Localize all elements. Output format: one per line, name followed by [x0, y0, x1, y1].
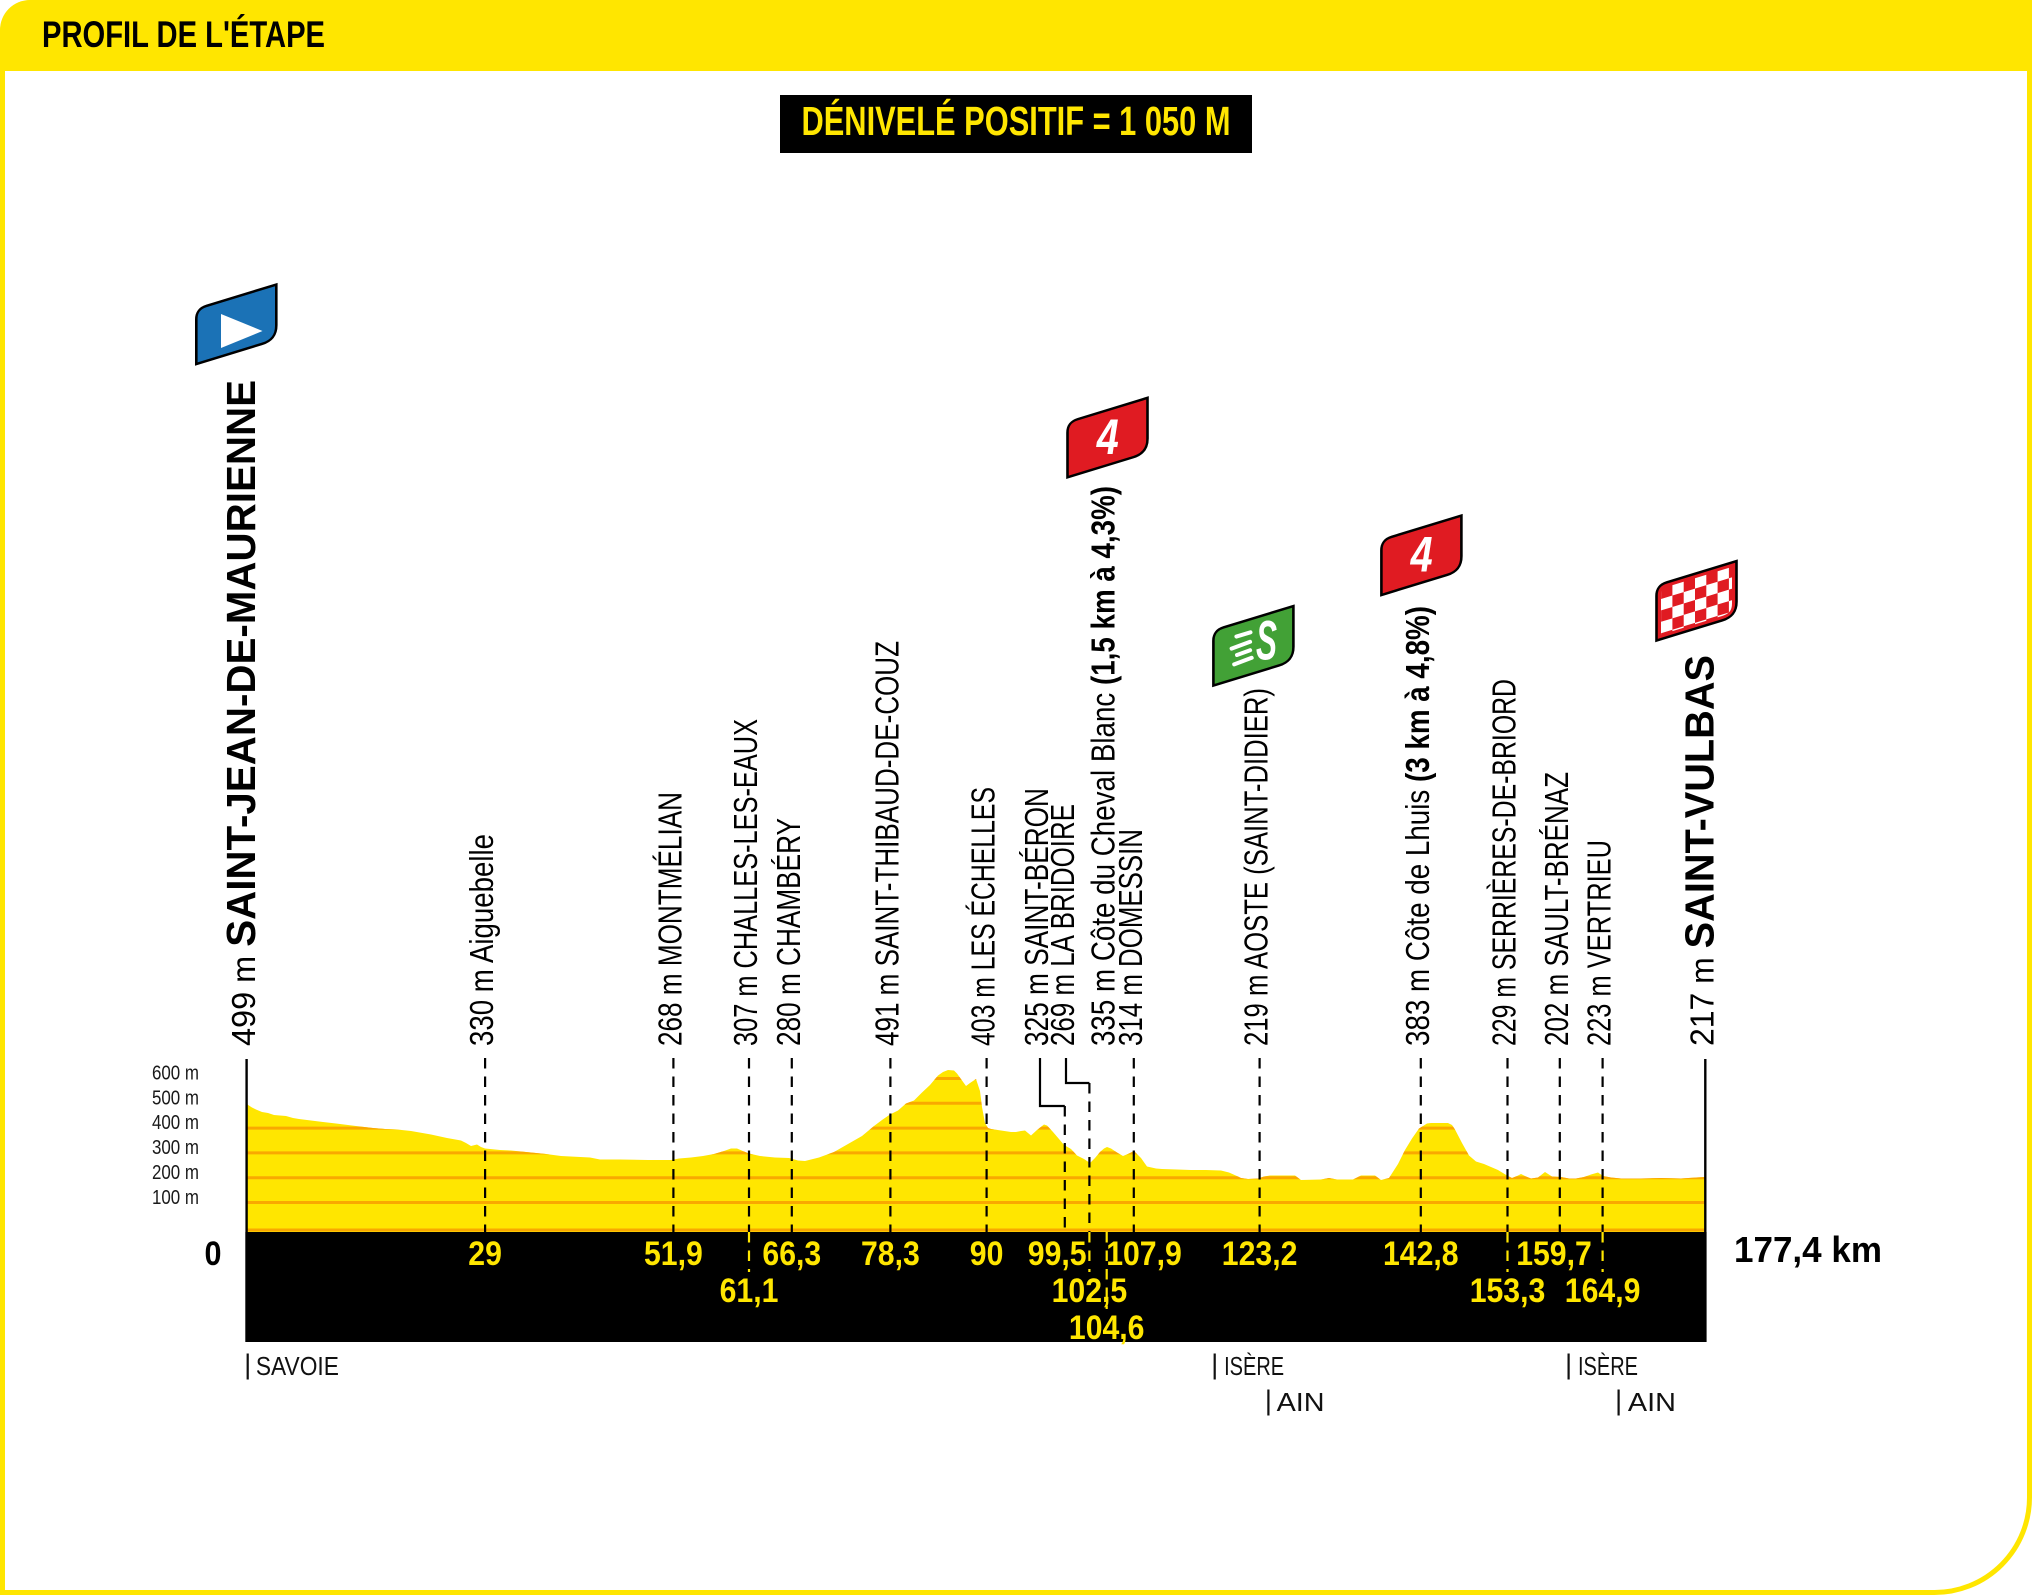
svg-text:123,2: 123,2	[1222, 1235, 1298, 1273]
svg-text:4: 4	[1410, 527, 1433, 583]
svg-text:500 m: 500 m	[152, 1086, 199, 1109]
svg-text:142,8: 142,8	[1383, 1235, 1459, 1273]
svg-text:164,9: 164,9	[1565, 1272, 1641, 1310]
svg-text:ISÈRE: ISÈRE	[1224, 1351, 1284, 1381]
svg-text:102,5: 102,5	[1052, 1272, 1128, 1310]
svg-text:90: 90	[970, 1235, 1004, 1273]
svg-text:229 m SERRIÈRES-DE-BRIORD: 229 m SERRIÈRES-DE-BRIORD	[1486, 679, 1523, 1046]
svg-text:100 m: 100 m	[152, 1186, 199, 1209]
svg-text:217 m SAINT-VULBAS: 217 m SAINT-VULBAS	[1677, 655, 1723, 1046]
svg-text:PROFIL DE L'ÉTAPE: PROFIL DE L'ÉTAPE	[42, 14, 325, 55]
svg-text:29: 29	[468, 1235, 502, 1273]
svg-text:SAVOIE: SAVOIE	[256, 1351, 339, 1381]
svg-text:159,7: 159,7	[1516, 1235, 1592, 1273]
svg-text:400 m: 400 m	[152, 1111, 199, 1134]
svg-text:202 m SAULT-BRÉNAZ: 202 m SAULT-BRÉNAZ	[1538, 772, 1575, 1046]
svg-text:153,3: 153,3	[1470, 1272, 1546, 1310]
svg-text:307 m CHALLES-LES-EAUX: 307 m CHALLES-LES-EAUX	[727, 719, 764, 1046]
svg-text:104,6: 104,6	[1069, 1309, 1145, 1347]
svg-text:314 m DOMESSIN: 314 m DOMESSIN	[1112, 829, 1149, 1046]
svg-text:330 m Aiguebelle: 330 m Aiguebelle	[463, 834, 500, 1046]
svg-text:66,3: 66,3	[762, 1235, 821, 1273]
svg-text:403 m LES ÉCHELLES: 403 m LES ÉCHELLES	[965, 787, 1002, 1046]
svg-text:61,1: 61,1	[720, 1272, 779, 1310]
svg-text:99,5: 99,5	[1028, 1235, 1087, 1273]
svg-text:DÉNIVELÉ POSITIF = 1 050 M: DÉNIVELÉ POSITIF = 1 050 M	[802, 98, 1231, 144]
svg-text:300 m: 300 m	[152, 1136, 199, 1159]
svg-text:107,9: 107,9	[1106, 1235, 1182, 1273]
svg-text:4: 4	[1096, 409, 1119, 465]
svg-text:S: S	[1256, 609, 1277, 672]
svg-text:200 m: 200 m	[152, 1161, 199, 1184]
svg-text:491 m SAINT-THIBAUD-DE-COUZ: 491 m SAINT-THIBAUD-DE-COUZ	[868, 641, 905, 1046]
svg-text:78,3: 78,3	[861, 1235, 920, 1273]
svg-text:499 m SAINT-JEAN-DE-MAURIENNE: 499 m SAINT-JEAN-DE-MAURIENNE	[218, 380, 264, 1046]
svg-text:280 m CHAMBÉRY: 280 m CHAMBÉRY	[770, 818, 807, 1046]
svg-text:AIN: AIN	[1628, 1387, 1676, 1417]
svg-text:219 m AOSTE (SAINT-DIDIER): 219 m AOSTE (SAINT-DIDIER)	[1238, 688, 1275, 1046]
svg-text:ISÈRE: ISÈRE	[1578, 1351, 1638, 1381]
svg-text:223 m VERTRIEU: 223 m VERTRIEU	[1581, 840, 1618, 1046]
svg-text:AIN: AIN	[1277, 1387, 1325, 1417]
svg-text:268 m MONTMÉLIAN: 268 m MONTMÉLIAN	[651, 792, 688, 1046]
svg-text:600 m: 600 m	[152, 1062, 199, 1085]
svg-text:269 m LA BRIDOIRE: 269 m LA BRIDOIRE	[1044, 804, 1081, 1046]
svg-text:51,9: 51,9	[644, 1235, 703, 1273]
svg-text:335 m Côte du Cheval Blanc (1,: 335 m Côte du Cheval Blanc (1,5 km à 4,3…	[1085, 486, 1122, 1046]
svg-text:325 m SAINT-BÉRON: 325 m SAINT-BÉRON	[1018, 788, 1055, 1046]
svg-text:383 m Côte de Lhuis (3 km à 4,: 383 m Côte de Lhuis (3 km à 4,8%)	[1399, 606, 1436, 1046]
svg-text:177,4 km: 177,4 km	[1734, 1229, 1882, 1270]
svg-text:0: 0	[205, 1235, 222, 1273]
